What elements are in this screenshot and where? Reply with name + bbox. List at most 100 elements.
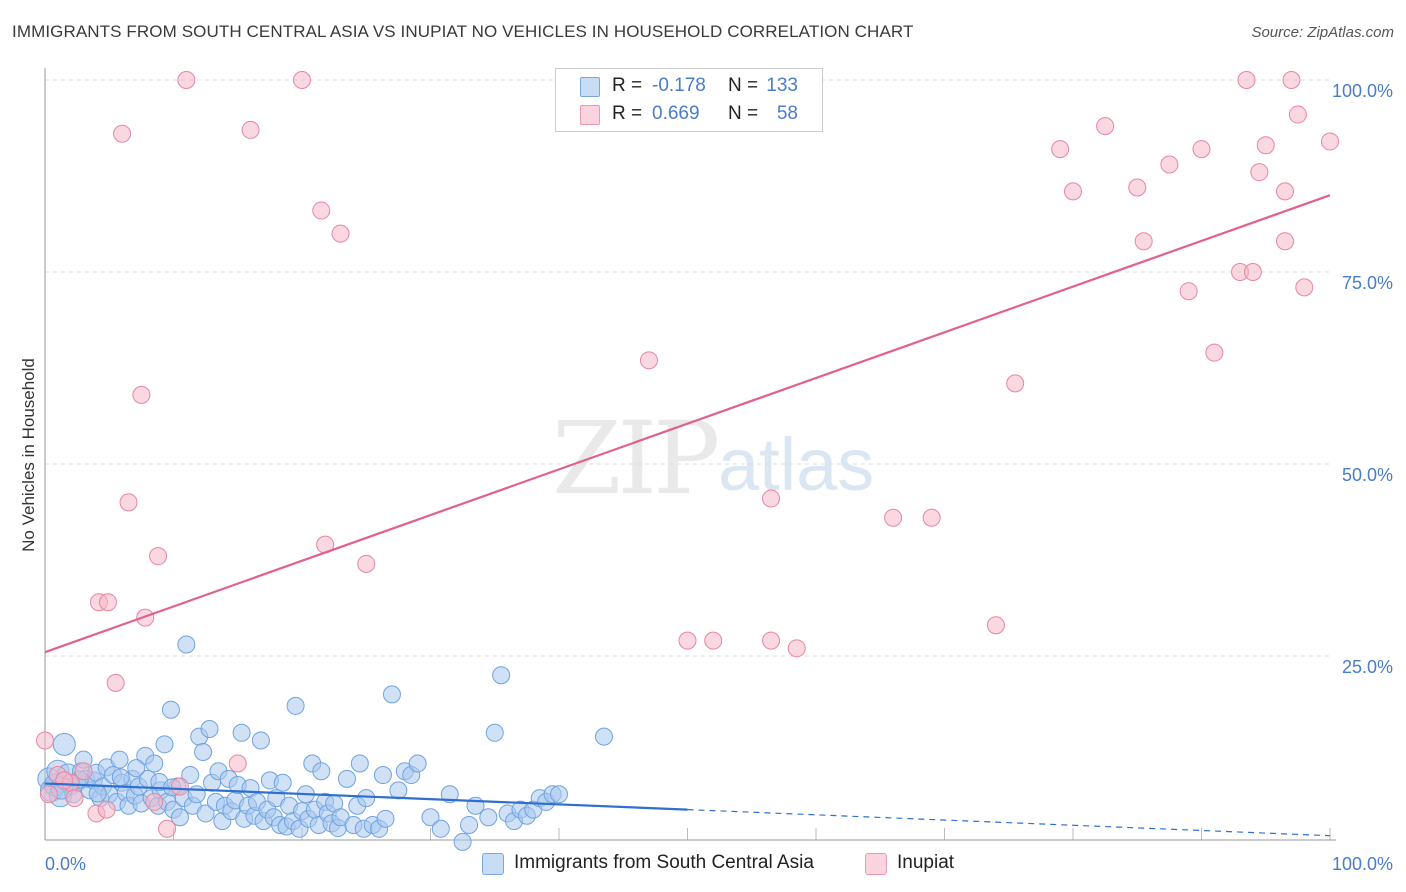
point-inupiat <box>1243 263 1262 281</box>
point-south-central-asia <box>485 723 504 742</box>
trendline-inupiat <box>44 194 1331 654</box>
point-inupiat <box>1282 71 1301 89</box>
axes <box>44 68 1336 841</box>
legend-n-label: N = <box>728 103 759 124</box>
point-south-central-asia <box>196 804 215 823</box>
point-south-central-asia <box>273 773 292 792</box>
point-inupiat <box>884 508 903 527</box>
y-tick-label: 100.0% <box>1332 81 1393 101</box>
point-inupiat <box>922 508 941 527</box>
y-axis-label: No Vehicles in Household <box>19 358 38 552</box>
x-tick-label-max: 100.0% <box>1332 854 1393 874</box>
point-inupiat <box>74 762 93 781</box>
point-inupiat <box>65 789 84 808</box>
point-inupiat <box>1321 132 1339 151</box>
point-inupiat <box>98 593 117 612</box>
point-south-central-asia <box>145 754 164 773</box>
point-inupiat <box>241 120 260 139</box>
point-south-central-asia <box>286 696 305 715</box>
point-inupiat <box>149 547 168 566</box>
point-south-central-asia <box>382 685 401 704</box>
legend-r-label: R = <box>612 75 643 96</box>
point-south-central-asia <box>251 731 270 750</box>
point-inupiat <box>986 616 1005 635</box>
point-south-central-asia <box>492 666 511 685</box>
point-south-central-asia <box>594 727 613 746</box>
point-inupiat <box>678 631 697 650</box>
point-south-central-asia <box>155 735 174 754</box>
point-inupiat <box>1250 163 1269 182</box>
legend-swatch-pink <box>580 105 600 125</box>
series-swatch-pink <box>865 853 887 875</box>
y-tick-label: 25.0% <box>1342 657 1393 677</box>
point-south-central-asia <box>194 743 213 761</box>
point-south-central-asia <box>440 785 459 804</box>
point-inupiat <box>228 754 247 773</box>
point-south-central-asia <box>431 819 450 838</box>
point-south-central-asia <box>460 815 479 834</box>
watermark-zip: ZIP <box>552 400 720 517</box>
point-inupiat <box>97 800 116 819</box>
point-inupiat <box>312 201 331 220</box>
point-inupiat <box>132 385 151 404</box>
point-south-central-asia <box>357 789 376 808</box>
point-inupiat <box>1160 155 1179 174</box>
point-inupiat <box>113 124 132 143</box>
point-inupiat <box>177 71 196 89</box>
correlation-legend: R = -0.178 N = 133 R = 0.669 N = 58 <box>555 68 823 132</box>
point-south-central-asia <box>337 769 356 788</box>
point-inupiat <box>1051 140 1070 159</box>
point-inupiat <box>1192 140 1211 159</box>
legend-n-label: N = <box>728 75 759 96</box>
legend-r-label: R = <box>612 103 643 124</box>
point-inupiat <box>1256 136 1275 155</box>
point-inupiat <box>39 785 58 804</box>
point-inupiat <box>1096 117 1115 136</box>
point-inupiat <box>293 71 311 89</box>
trendline-south-central-asia <box>44 782 688 811</box>
point-south-central-asia <box>232 723 251 742</box>
point-south-central-asia <box>408 754 427 773</box>
legend-swatch-blue <box>580 77 600 97</box>
legend-n-value: 133 <box>766 75 798 96</box>
point-south-central-asia <box>110 750 129 769</box>
point-inupiat <box>170 777 189 796</box>
y-tick-label: 75.0% <box>1342 273 1393 293</box>
point-south-central-asia <box>312 762 331 781</box>
point-inupiat <box>704 631 723 650</box>
source-credit: Source: ZipAtlas.com <box>1251 24 1394 41</box>
point-south-central-asia <box>453 832 472 851</box>
legend-row-south-central-asia: R = -0.178 N = 133 <box>556 74 822 100</box>
series-legend-label: Immigrants from South Central Asia <box>514 852 814 873</box>
point-inupiat <box>1179 282 1198 301</box>
point-inupiat <box>1237 71 1256 89</box>
point-south-central-asia <box>421 808 440 827</box>
point-inupiat <box>762 631 781 650</box>
point-south-central-asia <box>177 635 196 654</box>
series-legend-label: Inupiat <box>897 852 955 873</box>
point-south-central-asia <box>181 766 200 785</box>
chart-title: IMMIGRANTS FROM SOUTH CENTRAL ASIA VS IN… <box>12 22 914 41</box>
data-points <box>36 71 1339 851</box>
point-inupiat <box>1128 178 1147 197</box>
point-south-central-asia <box>111 768 130 787</box>
point-inupiat <box>106 673 125 692</box>
legend-row-inupiat: R = 0.669 N = 58 <box>556 102 822 128</box>
legend-r-value: 0.669 <box>652 103 700 124</box>
point-south-central-asia <box>200 719 219 738</box>
point-south-central-asia <box>376 809 395 828</box>
point-inupiat <box>1205 343 1224 362</box>
x-tick-label-min: 0.0% <box>45 854 86 874</box>
point-south-central-asia <box>373 766 392 785</box>
point-south-central-asia <box>479 808 498 827</box>
point-south-central-asia <box>350 754 369 773</box>
y-tick-label: 50.0% <box>1342 465 1393 485</box>
point-inupiat <box>145 792 164 811</box>
trendline-extension-south-central-asia <box>687 809 1331 837</box>
point-inupiat <box>158 819 177 838</box>
point-inupiat <box>787 639 806 658</box>
point-south-central-asia <box>127 759 146 778</box>
point-inupiat <box>1276 232 1295 251</box>
point-south-central-asia <box>161 700 180 719</box>
legend-r-value: -0.178 <box>652 75 706 96</box>
